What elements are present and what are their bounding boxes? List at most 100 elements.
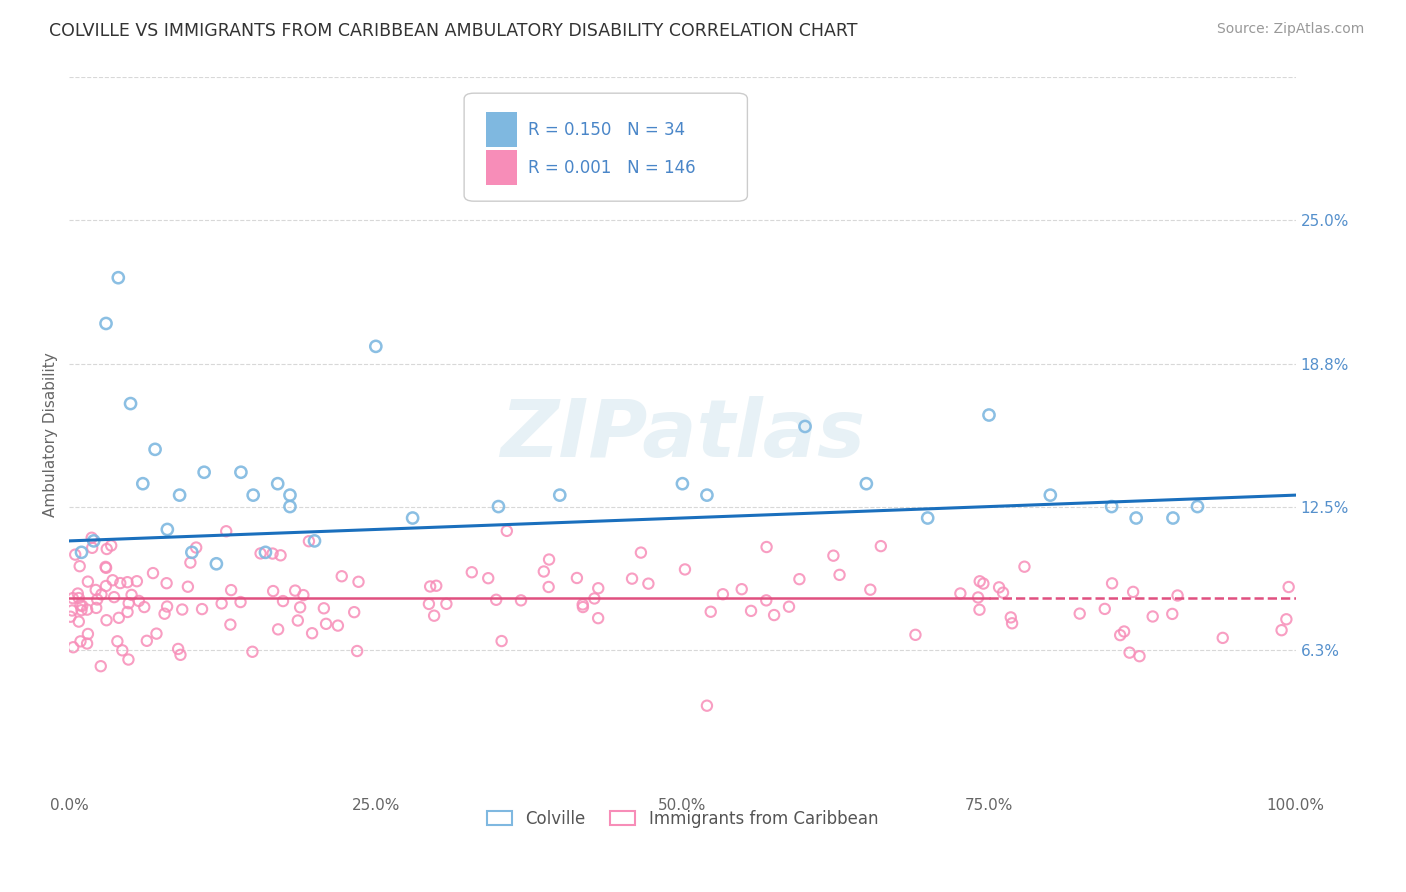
Point bbox=[572, 600, 595, 615]
Point bbox=[326, 618, 349, 632]
Point bbox=[491, 634, 513, 648]
Point bbox=[1069, 607, 1091, 621]
Point bbox=[101, 574, 124, 588]
Point bbox=[1142, 609, 1164, 624]
Point bbox=[586, 611, 609, 625]
Point bbox=[278, 488, 301, 502]
Point bbox=[1001, 616, 1024, 631]
Point bbox=[789, 572, 811, 586]
Point bbox=[1161, 511, 1184, 525]
Point bbox=[538, 552, 561, 566]
Point bbox=[288, 600, 311, 615]
Point bbox=[330, 569, 353, 583]
Point bbox=[254, 545, 277, 559]
Point bbox=[740, 604, 762, 618]
Point bbox=[107, 270, 129, 285]
Point bbox=[94, 317, 117, 331]
Point bbox=[1212, 631, 1234, 645]
Point bbox=[967, 591, 990, 605]
Point bbox=[72, 599, 94, 613]
Point bbox=[495, 524, 517, 538]
FancyBboxPatch shape bbox=[464, 93, 748, 202]
Point bbox=[135, 633, 157, 648]
Text: R = 0.001   N = 146: R = 0.001 N = 146 bbox=[527, 159, 696, 177]
Point bbox=[86, 592, 108, 607]
Point bbox=[67, 591, 90, 605]
Point bbox=[100, 539, 122, 553]
Point bbox=[76, 636, 98, 650]
Point bbox=[177, 580, 200, 594]
Point bbox=[142, 566, 165, 580]
Point bbox=[103, 590, 125, 604]
Point bbox=[1161, 607, 1184, 621]
Point bbox=[63, 548, 86, 562]
Point bbox=[62, 640, 84, 655]
Point bbox=[425, 579, 447, 593]
Point bbox=[533, 565, 555, 579]
Point bbox=[991, 585, 1014, 599]
Point bbox=[134, 600, 156, 615]
Point bbox=[143, 442, 166, 457]
Point bbox=[711, 587, 734, 601]
Point bbox=[270, 549, 292, 563]
Point bbox=[84, 601, 107, 615]
Point bbox=[755, 593, 778, 607]
Point bbox=[76, 602, 98, 616]
Point bbox=[156, 599, 179, 614]
Point bbox=[855, 476, 877, 491]
Point bbox=[83, 533, 105, 548]
Point bbox=[969, 574, 991, 589]
Point bbox=[1101, 576, 1123, 591]
Point bbox=[621, 572, 644, 586]
Point bbox=[249, 546, 271, 560]
Point bbox=[977, 408, 1000, 422]
Point bbox=[488, 500, 510, 514]
Point bbox=[637, 576, 659, 591]
Point bbox=[548, 488, 571, 502]
Point bbox=[1122, 585, 1144, 599]
Point bbox=[1128, 649, 1150, 664]
Point bbox=[823, 549, 845, 563]
Point bbox=[1278, 580, 1301, 594]
Point bbox=[169, 648, 191, 662]
Point bbox=[77, 574, 100, 589]
Point bbox=[1000, 610, 1022, 624]
Point bbox=[1039, 488, 1062, 502]
Text: ZIPatlas: ZIPatlas bbox=[501, 396, 865, 474]
Point bbox=[59, 609, 82, 624]
Point bbox=[315, 616, 337, 631]
Point bbox=[346, 644, 368, 658]
Point bbox=[205, 557, 228, 571]
Point bbox=[118, 596, 141, 610]
Point bbox=[179, 556, 201, 570]
Point bbox=[423, 608, 446, 623]
Point bbox=[117, 652, 139, 666]
Point bbox=[155, 576, 177, 591]
Point bbox=[70, 603, 93, 617]
Point bbox=[271, 594, 294, 608]
Text: Source: ZipAtlas.com: Source: ZipAtlas.com bbox=[1216, 22, 1364, 37]
Point bbox=[1167, 589, 1189, 603]
Point bbox=[969, 603, 991, 617]
Point bbox=[949, 586, 972, 600]
Point bbox=[69, 559, 91, 574]
Point bbox=[105, 634, 128, 648]
Point bbox=[96, 613, 118, 627]
Point bbox=[145, 626, 167, 640]
Point bbox=[215, 524, 238, 539]
Point bbox=[671, 476, 693, 491]
Point bbox=[156, 523, 179, 537]
Point bbox=[167, 642, 190, 657]
Point bbox=[110, 576, 132, 591]
Point bbox=[62, 591, 84, 606]
Point bbox=[696, 488, 718, 502]
Point bbox=[763, 608, 786, 623]
Point bbox=[278, 500, 301, 514]
Point bbox=[565, 571, 588, 585]
Text: R = 0.150   N = 34: R = 0.150 N = 34 bbox=[527, 120, 685, 138]
Point bbox=[828, 567, 851, 582]
Point bbox=[284, 583, 307, 598]
Point bbox=[1114, 624, 1136, 639]
Point bbox=[1101, 500, 1123, 514]
Point bbox=[191, 602, 214, 616]
